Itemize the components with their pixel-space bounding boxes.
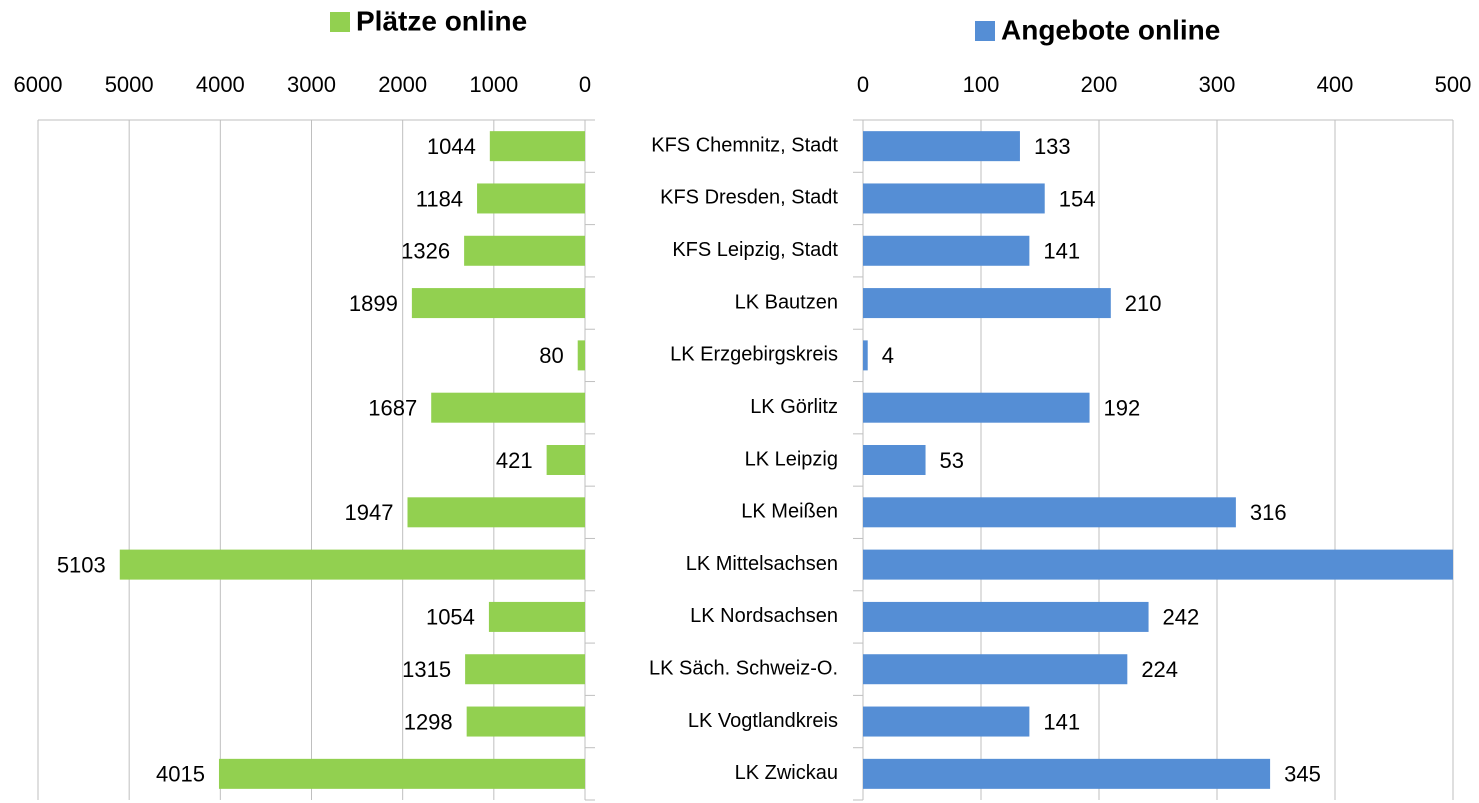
data-label: 5103 [57,552,106,577]
bar [863,340,868,371]
bar [218,758,586,789]
data-label: 242 [1163,605,1200,630]
y-tick-label: LK Säch. Schweiz-O. [649,658,838,680]
bar [577,340,585,371]
data-label: 4 [882,343,894,368]
y-tick-label: LK Leipzig [745,448,838,470]
legend-swatch [975,21,995,41]
data-label: 210 [1125,291,1162,316]
bar [489,131,585,162]
data-label: 192 [1104,396,1141,421]
bar [407,497,585,528]
y-tick-label: LK Vogtlandkreis [688,710,838,732]
bar [863,183,1045,214]
data-label: 133 [1034,134,1071,159]
bar [863,497,1236,528]
x-tick-label: 4000 [196,72,245,97]
data-label: 4015 [156,762,205,787]
y-tick-label: KFS Chemnitz, Stadt [651,134,838,156]
x-tick-label: 400 [1317,72,1354,97]
y-tick-label: LK Mittelsachsen [686,553,838,575]
y-tick-label: LK Görlitz [750,396,838,418]
bar [411,288,585,319]
legend-label: Angebote online [1001,14,1220,45]
x-tick-label: 100 [963,72,1000,97]
bar [863,706,1030,737]
x-tick-label: 0 [857,72,869,97]
y-tick-label: LK Erzgebirgskreis [670,344,838,366]
y-tick-label: KFS Dresden, Stadt [660,187,838,209]
data-label: 1315 [402,657,451,682]
data-label: 1184 [416,186,463,211]
data-label: 1899 [349,291,398,316]
y-tick-label: LK Meißen [741,501,838,523]
x-tick-label: 2000 [378,72,427,97]
y-tick-label: LK Zwickau [735,762,838,784]
data-label: 1054 [426,605,475,630]
bar [431,392,585,423]
x-tick-label: 1000 [469,72,518,97]
y-tick-label: LK Nordsachsen [690,605,838,627]
bar [546,445,585,475]
bar [863,392,1090,423]
data-label: 141 [1043,239,1080,264]
x-tick-label: 5000 [105,72,154,97]
bar [119,549,586,580]
bar [863,235,1030,266]
data-label: 1044 [427,134,476,159]
x-tick-label: 200 [1081,72,1118,97]
y-tick-label: LK Bautzen [735,291,838,313]
bar [863,549,1453,580]
bar [863,131,1020,162]
y-tick-label: KFS Leipzig, Stadt [672,239,838,261]
bar [863,601,1149,632]
data-label: 421 [496,448,533,473]
data-label: 1947 [345,500,394,525]
x-tick-label: 0 [579,72,591,97]
bar [863,445,926,475]
data-label: 1298 [404,709,453,734]
x-tick-label: 300 [1199,72,1236,97]
bar [863,288,1111,319]
bar [863,654,1128,685]
bar [464,235,585,266]
data-label: 345 [1284,762,1321,787]
bar [477,183,585,214]
data-label: 80 [539,343,563,368]
bar [863,758,1271,789]
legend-swatch [330,12,350,32]
data-label: 154 [1059,186,1096,211]
legend-label: Plätze online [356,5,527,36]
data-label: 141 [1043,709,1080,734]
x-tick-label: 500 [1435,72,1472,97]
data-label: 1687 [368,396,417,421]
bar [465,654,585,685]
data-label: 1326 [401,239,450,264]
x-tick-label: 6000 [14,72,63,97]
bar [466,706,585,737]
bar [488,601,585,632]
x-tick-label: 3000 [287,72,336,97]
data-label: 224 [1141,657,1178,682]
data-label: 316 [1250,500,1287,525]
data-label: 53 [940,448,964,473]
